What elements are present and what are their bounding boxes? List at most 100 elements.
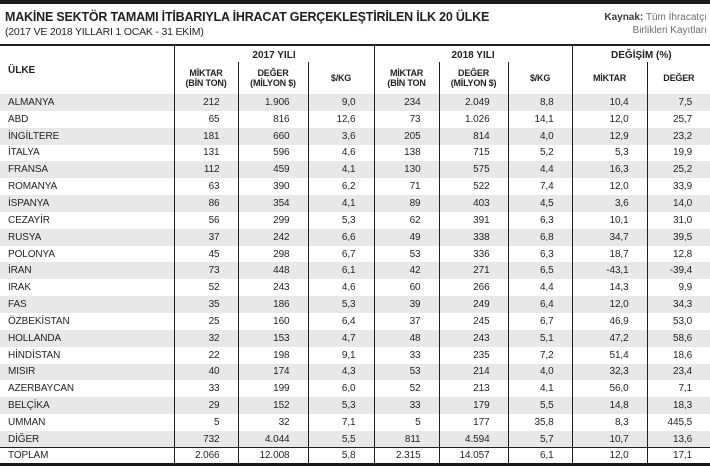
title-block: MAKİNE SEKTÖR TAMAMI İTİBARIYLA İHRACAT … (5, 10, 489, 39)
value-cell: 235 (438, 346, 509, 364)
value-cell: 53,0 (646, 312, 710, 330)
value-cell: 234 (373, 94, 440, 111)
value-cell: 32 (173, 329, 238, 347)
value-cell: 6,3 (507, 245, 573, 263)
value-cell: 33 (373, 397, 440, 415)
value-cell: 9,9 (646, 279, 710, 297)
col-header-2018-miktar: MİKTAR (BİN TON (373, 62, 440, 94)
value-cell: 49 (373, 228, 440, 246)
table-row: POLONYA 45 298 6,7 53 336 6,3 18,7 12,8 (0, 245, 710, 263)
source-line2: Birlikleri Kayıtları (632, 25, 707, 36)
table-row: HİNDİSTAN 22 198 9,1 33 235 7,2 51,4 18,6 (0, 346, 710, 364)
group-header-change: DEĞİŞİM (%) (571, 45, 710, 62)
value-cell: 12,0 (571, 447, 648, 465)
table-row: İRAN 73 448 6,1 42 271 6,5 -43,1 -39,4 (0, 262, 710, 280)
table-row: IRAK 52 243 4,6 60 266 4,4 14,3 9,9 (0, 279, 710, 297)
table-row: DİĞER 732 4.044 5,5 811 4.594 5,7 10,7 13,6 (0, 430, 710, 448)
value-cell: 39,5 (646, 228, 710, 246)
value-cell: 811 (373, 430, 440, 448)
value-cell: 199 (237, 380, 308, 398)
value-cell: 12,8 (646, 245, 710, 263)
value-cell: 177 (438, 414, 509, 431)
value-cell: 298 (237, 245, 308, 263)
table-row: AZERBAYCAN 33 199 6,0 52 213 4,1 56,0 7,1 (0, 380, 710, 398)
value-cell: 29 (173, 397, 238, 415)
value-cell: 12,9 (571, 127, 648, 145)
value-cell: 152 (237, 397, 308, 415)
value-cell: 5,8 (307, 447, 375, 465)
value-cell: 4,6 (307, 279, 375, 297)
country-cell: HİNDİSTAN (8, 349, 61, 361)
value-cell: 14,8 (571, 397, 648, 415)
value-cell: 403 (438, 195, 509, 212)
table-row: CEZAYİR 56 299 5,3 62 391 6,3 10,1 31,0 (0, 211, 710, 229)
country-cell: UMMAN (8, 416, 46, 428)
value-cell: 6,3 (507, 211, 573, 229)
value-cell: 5,7 (507, 430, 573, 448)
value-cell: 89 (373, 195, 440, 212)
value-cell: 2.315 (373, 447, 440, 465)
value-cell: 6,7 (307, 245, 375, 263)
value-cell: 7,1 (307, 414, 375, 431)
country-cell: HOLLANDA (8, 332, 62, 344)
table-row: ROMANYA 63 390 6,2 71 522 7,4 12,0 33,9 (0, 178, 710, 196)
country-cell: ALMANYA (8, 96, 55, 108)
value-cell: 7,4 (507, 178, 573, 196)
value-cell: 19,9 (646, 144, 710, 162)
value-cell: 391 (438, 211, 509, 229)
table-row: FAS 35 186 5,3 39 249 6,4 12,0 34,3 (0, 296, 710, 313)
value-cell: 33 (173, 380, 238, 398)
table-row: TOPLAM 2.066 12.008 5,8 2.315 14.057 6,1 12,0 17… (0, 447, 710, 465)
value-cell: 18,6 (646, 346, 710, 364)
value-cell: 18,3 (646, 397, 710, 415)
source-line1: Tüm İhracatçı (645, 12, 707, 23)
source-note: Kaynak: Tüm İhracatçı Birlikleri Kayıtla… (604, 11, 707, 37)
table-row: BELÇİKA 29 152 5,3 33 179 5,5 14,8 18,3 (0, 397, 710, 415)
value-cell: 4,4 (507, 279, 573, 297)
value-cell: 445,5 (646, 414, 710, 431)
value-cell: 10,4 (571, 94, 648, 111)
table-header: ÜLKE 2017 YILI 2018 YILI DEĞİŞİM (%) MİK… (0, 45, 710, 94)
value-cell: 4,6 (307, 144, 375, 162)
value-cell: 596 (237, 144, 308, 162)
value-cell: 7,5 (646, 94, 710, 111)
value-cell: 5,2 (507, 144, 573, 162)
value-cell: 6,8 (507, 228, 573, 246)
col-header-change-miktar: MİKTAR (571, 62, 648, 94)
value-cell: 53 (373, 245, 440, 263)
value-cell: 1.906 (237, 94, 308, 111)
value-cell: 715 (438, 144, 509, 162)
value-cell: 47,2 (571, 329, 648, 347)
value-cell: 174 (237, 363, 308, 381)
col-header-2018-deger: DEĞER (MİLYON $) (438, 62, 509, 94)
value-cell: 73 (373, 110, 440, 128)
value-cell: 12.008 (237, 447, 308, 465)
value-cell: 33 (373, 346, 440, 364)
value-cell: 23,2 (646, 127, 710, 145)
value-cell: 354 (237, 195, 308, 212)
value-cell: 186 (237, 296, 308, 313)
value-cell: 53 (373, 363, 440, 381)
value-cell: 6,1 (307, 262, 375, 280)
country-cell: DİĞER (8, 433, 40, 445)
value-cell: 4,1 (507, 380, 573, 398)
table-row: İNGİLTERE 181 660 3,6 205 814 4,0 12,9 23,2 (0, 127, 710, 145)
value-cell: 52 (373, 380, 440, 398)
table-row: İSPANYA 86 354 4,1 89 403 4,5 3,6 14,0 (0, 195, 710, 212)
value-cell: 40 (173, 363, 238, 381)
value-cell: 2.049 (438, 94, 509, 111)
value-cell: 242 (237, 228, 308, 246)
value-cell: 5 (373, 414, 440, 431)
value-cell: 34,3 (646, 296, 710, 313)
table-row: FRANSA 112 459 4,1 130 575 4,4 16,3 25,2 (0, 161, 710, 179)
value-cell: 6,4 (307, 312, 375, 330)
country-cell: FAS (8, 299, 27, 311)
value-cell: -39,4 (646, 262, 710, 280)
sub-header-row: MİKTAR (BİN TON) DEĞER (MİLYON $) $/KG M… (0, 62, 710, 94)
value-cell: 14.057 (438, 447, 509, 465)
country-cell: IRAK (8, 282, 31, 294)
value-cell: 8,3 (571, 414, 648, 431)
value-cell: 37 (373, 312, 440, 330)
value-cell: 12,0 (571, 110, 648, 128)
value-cell: 23,4 (646, 363, 710, 381)
